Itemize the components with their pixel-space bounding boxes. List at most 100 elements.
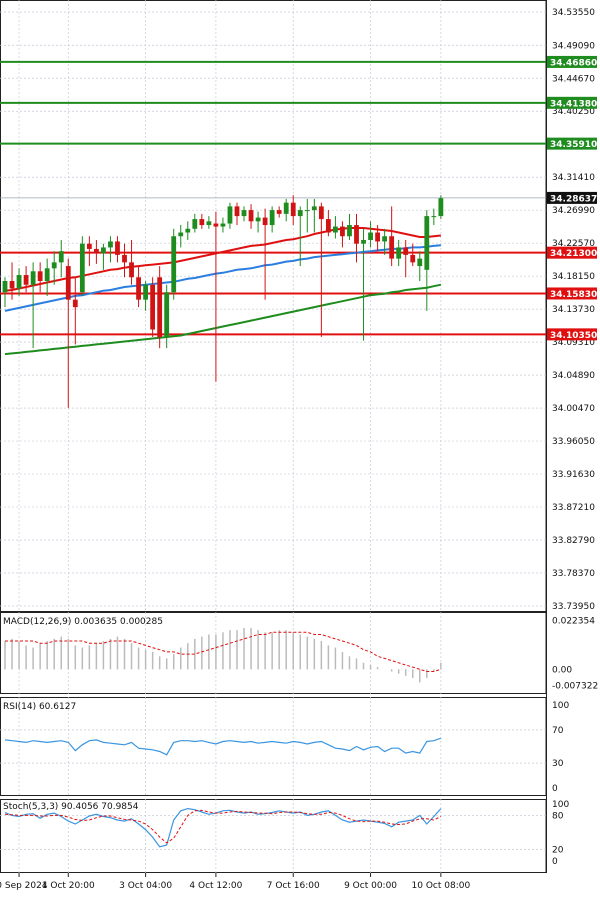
candle-body [438, 198, 444, 217]
candle-body [30, 271, 36, 285]
moving-average-line [4, 227, 441, 292]
candle-body [185, 228, 191, 233]
candle [318, 202, 324, 337]
candle-body [297, 210, 303, 217]
y-tick-label: 33.87210 [552, 503, 595, 513]
candle [16, 268, 22, 296]
candle-body [431, 216, 437, 218]
candle [164, 284, 170, 349]
candle [361, 228, 366, 341]
y-tick-label: 33.82790 [552, 536, 595, 546]
candle-body [101, 247, 106, 254]
candle [220, 217, 226, 233]
candle-body [347, 225, 352, 237]
level-label: 34.41380 [550, 99, 597, 109]
candle [283, 198, 289, 222]
candle-body [276, 210, 282, 214]
candle [382, 228, 388, 255]
candle-body [340, 226, 345, 237]
candle [192, 213, 198, 233]
candle [86, 236, 92, 267]
candle-body [382, 236, 388, 242]
candle-body [65, 266, 71, 300]
candle-body [86, 243, 92, 249]
x-tick-label: 30 Sep 2024 [0, 881, 48, 891]
y-tick-label: 34.26990 [552, 206, 595, 216]
x-tick-label: 7 Oct 16:00 [267, 881, 320, 891]
level-tag [547, 55, 597, 68]
candle [431, 208, 437, 226]
x-tick-label: 9 Oct 00:00 [344, 881, 397, 891]
candle [396, 239, 402, 267]
rsi-y-tick-label: 0 [552, 784, 558, 794]
y-tick-label: 33.73950 [552, 602, 595, 612]
panel-frame-main [0, 0, 547, 612]
candle [136, 266, 141, 308]
candle [157, 266, 163, 349]
candle [333, 216, 338, 239]
rsi-y-tick-label: 30 [552, 759, 564, 769]
candle-body [304, 210, 310, 212]
candle-body [333, 226, 338, 233]
y-tick-label: 34.09310 [552, 338, 595, 348]
x-tick-label: 1 Oct 20:00 [42, 881, 95, 891]
level-tag [547, 287, 597, 300]
candle-body [248, 210, 254, 222]
current-price-tag [547, 191, 597, 204]
macd-label: MACD(12,26,9) 0.003635 0.000285 [3, 617, 163, 627]
stoch-y-tick-label: 100 [552, 800, 569, 810]
stoch-y-tick-label: 20 [552, 846, 564, 856]
candle [290, 195, 296, 226]
level-label: 34.10350 [550, 331, 597, 341]
x-tick-label: 4 Oct 12:00 [189, 881, 242, 891]
candle [2, 277, 8, 308]
candle-body [122, 254, 127, 263]
macd-panel: MACD(12,26,9) 0.003635 0.000285 0.022354 0… [3, 617, 598, 692]
candle-body [129, 262, 134, 278]
candle-body [389, 236, 395, 259]
candle [297, 206, 303, 267]
candle [79, 236, 85, 296]
candle [58, 239, 64, 278]
candle-body [58, 251, 64, 263]
rsi-panel: RSI(14) 60.6127 100 70 30 0 [0, 701, 569, 794]
candle [325, 210, 331, 237]
candle [241, 206, 247, 222]
y-tick-label: 34.31410 [552, 173, 595, 183]
candle [129, 239, 134, 285]
candle-body [396, 247, 402, 259]
candle [368, 221, 373, 248]
y-tick-label: 34.40250 [552, 107, 595, 117]
candle-body [143, 284, 148, 300]
candle-body [16, 275, 22, 289]
candle-body [136, 277, 141, 300]
level-tag [547, 246, 597, 259]
level-label: 34.21300 [550, 249, 597, 259]
candle-body [178, 232, 184, 237]
candle-body [283, 202, 289, 214]
candle [122, 243, 127, 278]
candle [178, 225, 184, 248]
candle-body [403, 247, 409, 255]
candle-body [171, 236, 177, 293]
candle [438, 195, 444, 220]
candle-body [318, 206, 324, 220]
candle [276, 206, 282, 218]
candle-body [311, 206, 317, 211]
rsi-y-tick-label: 70 [552, 726, 564, 736]
candle [44, 258, 50, 296]
candle [375, 225, 380, 252]
level-tag [547, 137, 597, 150]
candle-body [164, 292, 170, 337]
y-tick-label: 33.78370 [552, 569, 595, 579]
candle [93, 239, 99, 264]
candle-body [241, 210, 247, 217]
candle [347, 213, 352, 240]
candle-body [410, 254, 416, 263]
candle [171, 228, 177, 300]
y-tick-label: 34.53550 [552, 8, 595, 18]
y-tick-label: 34.22570 [552, 239, 595, 249]
candle-body [157, 277, 163, 337]
